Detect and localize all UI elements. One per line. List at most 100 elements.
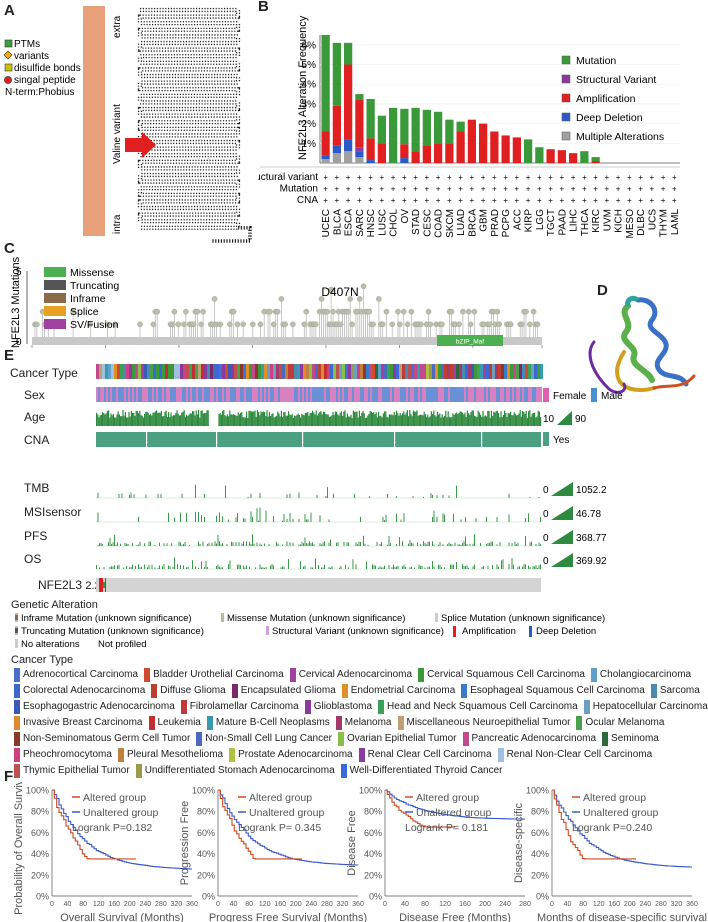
age-bar — [512, 415, 514, 426]
age-bar — [152, 412, 154, 426]
e-spike — [508, 493, 510, 498]
b-row-dot: + — [368, 196, 373, 205]
b-bar-hnsc-mutation — [366, 99, 375, 139]
panel-label-c: C — [4, 240, 15, 257]
b-row-dot: + — [605, 185, 610, 194]
b-bar-ucec-amplification — [321, 131, 330, 156]
e-spike — [396, 496, 397, 498]
lollipop-head — [376, 296, 382, 302]
age-bar — [243, 417, 245, 426]
sex-cell — [264, 387, 266, 402]
cancer-type-cell — [96, 364, 99, 379]
age-bar — [327, 414, 329, 426]
e-spike — [174, 517, 175, 522]
km-xtick: 40 — [401, 901, 409, 908]
age-bar — [380, 415, 382, 426]
tmb-max: 1052.2 — [576, 485, 607, 496]
b-bar-paad-amplification — [557, 150, 566, 163]
b-row-dot: + — [537, 196, 542, 205]
sex-cell — [478, 387, 480, 402]
e-spike — [99, 543, 100, 546]
age-bar — [394, 414, 396, 426]
e-spike — [102, 544, 103, 546]
age-bar — [260, 411, 262, 426]
age-bar — [403, 411, 405, 426]
e-spike — [333, 493, 334, 498]
b-ytick: 4% — [302, 80, 317, 91]
sex-cell — [256, 387, 258, 402]
ga-noalt: No alterations — [21, 639, 80, 650]
cancer-type-cell — [411, 364, 414, 379]
sex-cell — [348, 387, 350, 402]
age-bar — [332, 412, 334, 426]
ct-label: Miscellaneous Neuroepithelial Tumor — [406, 717, 571, 728]
ct-row: Colorectal Adenocarcinoma Diffuse Glioma E… — [14, 684, 706, 698]
c-legend-swatch — [44, 293, 66, 303]
sex-cell — [122, 387, 124, 402]
os-max: 369.92 — [576, 556, 607, 567]
km-ytick: 60% — [197, 828, 215, 838]
age-bar — [458, 413, 460, 426]
cna-gap — [216, 432, 218, 447]
sex-cell — [98, 387, 100, 402]
ct-label: Head and Neck Squamous Cell Carcinoma — [387, 701, 578, 712]
age-bar — [109, 417, 111, 426]
sex-cell — [106, 387, 108, 402]
e-spike — [160, 494, 162, 498]
age-bar — [369, 411, 371, 426]
cancer-type-cell — [252, 364, 255, 379]
e-spike — [306, 543, 307, 546]
sex-cell — [400, 387, 402, 402]
age-bar — [434, 415, 436, 426]
age-bar — [225, 416, 227, 426]
sex-cell — [120, 387, 122, 402]
e-spike — [208, 542, 210, 546]
age-bar — [158, 412, 160, 426]
e-spike — [424, 567, 426, 569]
e-spike — [360, 516, 361, 522]
b-row-dot: + — [593, 173, 598, 182]
e-spike — [513, 564, 514, 569]
age-bar — [477, 410, 479, 426]
panel-c-lollipop: NFE2L3 Mutations 5 0 bZIP_Maf D407N Miss… — [10, 256, 543, 348]
age-bar — [318, 413, 320, 426]
e-spike — [442, 494, 444, 498]
cancer-type-cell — [366, 364, 369, 379]
e-spike — [169, 566, 171, 569]
e-spike — [363, 535, 364, 546]
lollipop-head — [404, 321, 411, 328]
cancer-type-cell — [285, 364, 288, 379]
ga-trunc-mark — [15, 628, 18, 633]
e-spike — [151, 564, 153, 569]
sex-cell — [138, 387, 140, 402]
b-bar-lusc-amplification — [377, 143, 386, 163]
ct-swatch — [583, 700, 590, 714]
b-row-dot: + — [470, 173, 475, 182]
sex-cell — [438, 387, 440, 402]
e-spike — [180, 565, 181, 569]
km-xlabel: Disease Free (Months) — [399, 912, 511, 922]
age-bar — [97, 414, 99, 426]
age-bar — [378, 411, 380, 426]
age-bar — [366, 417, 368, 426]
sex-cell — [476, 387, 478, 402]
ct-label: Undifferentiated Stomach Adenocarcinoma — [144, 765, 335, 776]
e-spike — [259, 507, 261, 522]
e-spike — [130, 566, 132, 569]
km-xlabel: Progress Free Survival (Months) — [209, 912, 367, 922]
km-xtick: 280 — [519, 901, 531, 908]
age-bar — [140, 415, 142, 426]
cancer-type-cell — [525, 364, 528, 379]
age-bar — [219, 412, 221, 426]
e-spike — [136, 544, 138, 546]
e-spike — [108, 542, 109, 546]
sex-cell — [494, 387, 496, 402]
cancer-type-cell — [291, 364, 294, 379]
sex-cell — [460, 387, 462, 402]
b-ytick: 2% — [302, 119, 317, 130]
e-spike — [514, 541, 516, 546]
e-spike — [255, 567, 256, 569]
hotspot-head — [327, 286, 335, 294]
e-spike — [219, 512, 220, 522]
age-bar — [122, 410, 124, 426]
